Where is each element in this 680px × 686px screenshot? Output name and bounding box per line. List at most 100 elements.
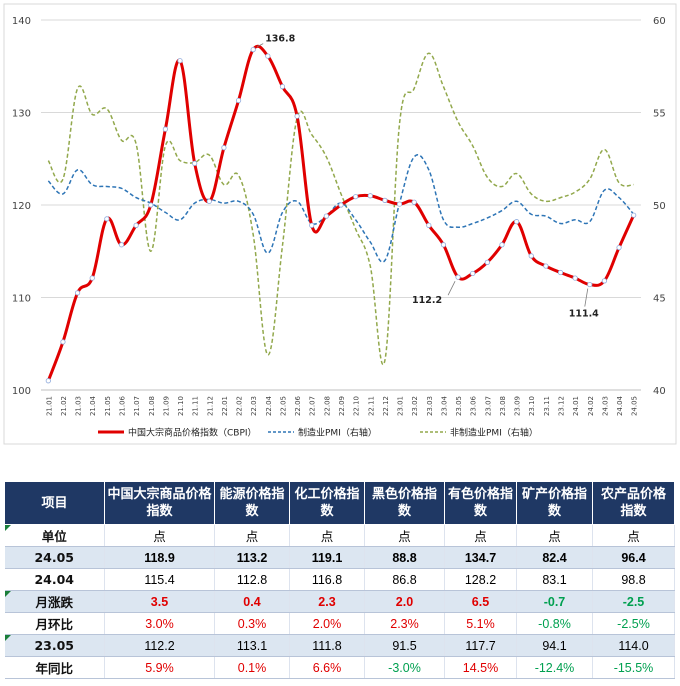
cbpi-point: [133, 222, 139, 228]
x-tick-label: 24.01: [572, 396, 580, 416]
x-tick-label: 23.09: [514, 396, 522, 416]
row-label: 24.04: [4, 568, 105, 591]
x-tick-label: 24.02: [587, 396, 595, 416]
x-tick-label: 22.11: [367, 396, 375, 416]
x-tick-label: 23.04: [440, 395, 448, 416]
table-cell: -0.8%: [516, 612, 593, 635]
annotation-leader: [257, 43, 264, 47]
table-cell: 128.2: [444, 568, 517, 591]
x-tick-label: 21.09: [162, 396, 170, 416]
table-cell: 98.8: [592, 568, 675, 591]
table-row: 24.04 115.4 112.8 116.8 86.8 128.2 83.1 98.8: [4, 568, 675, 591]
table-cell: 2.3%: [364, 612, 445, 635]
price-index-table: 项目 中国大宗商品价格指数 能源价格指数 化工价格指数 黑色价格指数 有色价格指…: [4, 481, 675, 679]
table-cell: 2.3: [289, 590, 365, 613]
legend-label: 中国大宗商品价格指数（CBPI）: [128, 427, 257, 439]
table-cell: 3.0%: [104, 612, 215, 635]
x-tick-label: 24.04: [616, 395, 624, 416]
cbpi-point: [601, 278, 608, 284]
x-tick-label: 21.07: [133, 396, 141, 416]
table-cell: 点: [104, 524, 215, 547]
y-left-tick-label: 100: [12, 386, 31, 397]
chart-border: [3, 3, 677, 445]
table-cell: 3.5: [104, 590, 215, 613]
cbpi-point: [323, 213, 329, 219]
table-row: 23.05 112.2 113.1 111.8 91.5 117.7 94.1 114.0: [4, 634, 675, 657]
x-tick-label: 23.11: [543, 396, 551, 416]
annotation-leader: [447, 280, 456, 296]
y-left-tick-label: 130: [12, 109, 31, 120]
row-label: 月环比: [4, 612, 105, 635]
table-cell: 5.1%: [444, 612, 517, 635]
table-cell: 96.4: [592, 546, 675, 569]
y-right-tick-label: 50: [653, 201, 666, 212]
table-cell: 94.1: [516, 634, 593, 657]
cell-corner-marker: [4, 591, 11, 597]
cbpi-point: [367, 193, 373, 199]
series-line-2: [47, 52, 634, 366]
x-tick-label: 23.02: [411, 396, 419, 416]
x-tick-label: 22.01: [221, 396, 229, 416]
cbpi-point: [45, 378, 51, 384]
cbpi-point: [455, 274, 461, 280]
cbpi-point: [528, 253, 534, 259]
x-tick-label: 24.03: [601, 396, 609, 416]
cbpi-point: [279, 84, 286, 90]
table-cell: 0.1%: [214, 656, 290, 679]
x-tick-label: 24.05: [631, 396, 639, 416]
table-cell: 118.9: [104, 546, 215, 569]
table-cell: 134.7: [444, 546, 517, 569]
table-cell: 6.5: [444, 590, 517, 613]
row-label: 单位: [4, 524, 105, 547]
x-tick-label: 21.10: [177, 396, 185, 416]
table-header-row: 项目 中国大宗商品价格指数 能源价格指数 化工价格指数 黑色价格指数 有色价格指…: [4, 481, 675, 525]
cbpi-point: [294, 113, 300, 119]
y-right-tick-label: 45: [653, 294, 666, 305]
cell-corner-marker: [4, 635, 11, 641]
series-line-0: [46, 44, 636, 382]
annotation-label: 112.2: [412, 295, 442, 306]
table-cell: -12.4%: [516, 656, 593, 679]
x-tick-label: 23.05: [455, 396, 463, 416]
cbpi-point: [514, 219, 520, 225]
table-cell: 86.8: [364, 568, 445, 591]
y-left-tick-label: 140: [12, 16, 31, 27]
cbpi-point: [470, 270, 476, 277]
y-right-tick-label: 55: [653, 109, 666, 120]
table-row: 24.05 118.9 113.2 119.1 88.8 134.7 82.4 96.4: [4, 546, 675, 569]
x-tick-label: 21.08: [148, 396, 156, 416]
y-right-tick-label: 40: [653, 386, 666, 397]
table-cell: 2.0%: [289, 612, 365, 635]
x-tick-label: 22.10: [353, 396, 361, 416]
cbpi-point: [572, 275, 578, 281]
x-tick-label: 23.06: [470, 395, 478, 416]
table-cell: 83.1: [516, 568, 593, 591]
table-cell: 116.8: [289, 568, 365, 591]
header-ferrous: 黑色价格指数: [364, 481, 445, 525]
cbpi-point: [221, 145, 227, 151]
cbpi-point: [396, 201, 403, 207]
row-label: 23.05: [4, 634, 105, 657]
cbpi-point: [250, 46, 256, 53]
x-tick-label: 22.06: [294, 395, 302, 416]
x-tick-label: 23.01: [397, 396, 405, 416]
x-tick-label: 22.12: [382, 396, 390, 416]
annotation-label: 136.8: [265, 34, 295, 45]
table-cell: 0.4: [214, 590, 290, 613]
table-cell: 117.7: [444, 634, 517, 657]
table-cell: 112.2: [104, 634, 215, 657]
table-cell: -15.5%: [592, 656, 675, 679]
table-cell: 112.8: [214, 568, 290, 591]
x-tick-label: 21.12: [206, 396, 214, 416]
header-energy: 能源价格指数: [214, 481, 290, 525]
table-cell: 91.5: [364, 634, 445, 657]
cbpi-point: [162, 126, 168, 132]
cbpi-point: [543, 263, 549, 269]
x-tick-label: 23.12: [558, 396, 566, 416]
cbpi-point: [382, 197, 388, 203]
x-tick-label: 22.04: [265, 395, 273, 416]
chart-panel: 100 110 120 130 140 40 45 50 55 60 21.01 21.02 21.03…: [3, 3, 677, 445]
cbpi-point: [206, 198, 212, 204]
x-tick-label: 23.03: [426, 396, 434, 416]
table-row: 月涨跌 3.5 0.4 2.3 2.0 6.5 -0.7 -2.5: [4, 590, 675, 613]
